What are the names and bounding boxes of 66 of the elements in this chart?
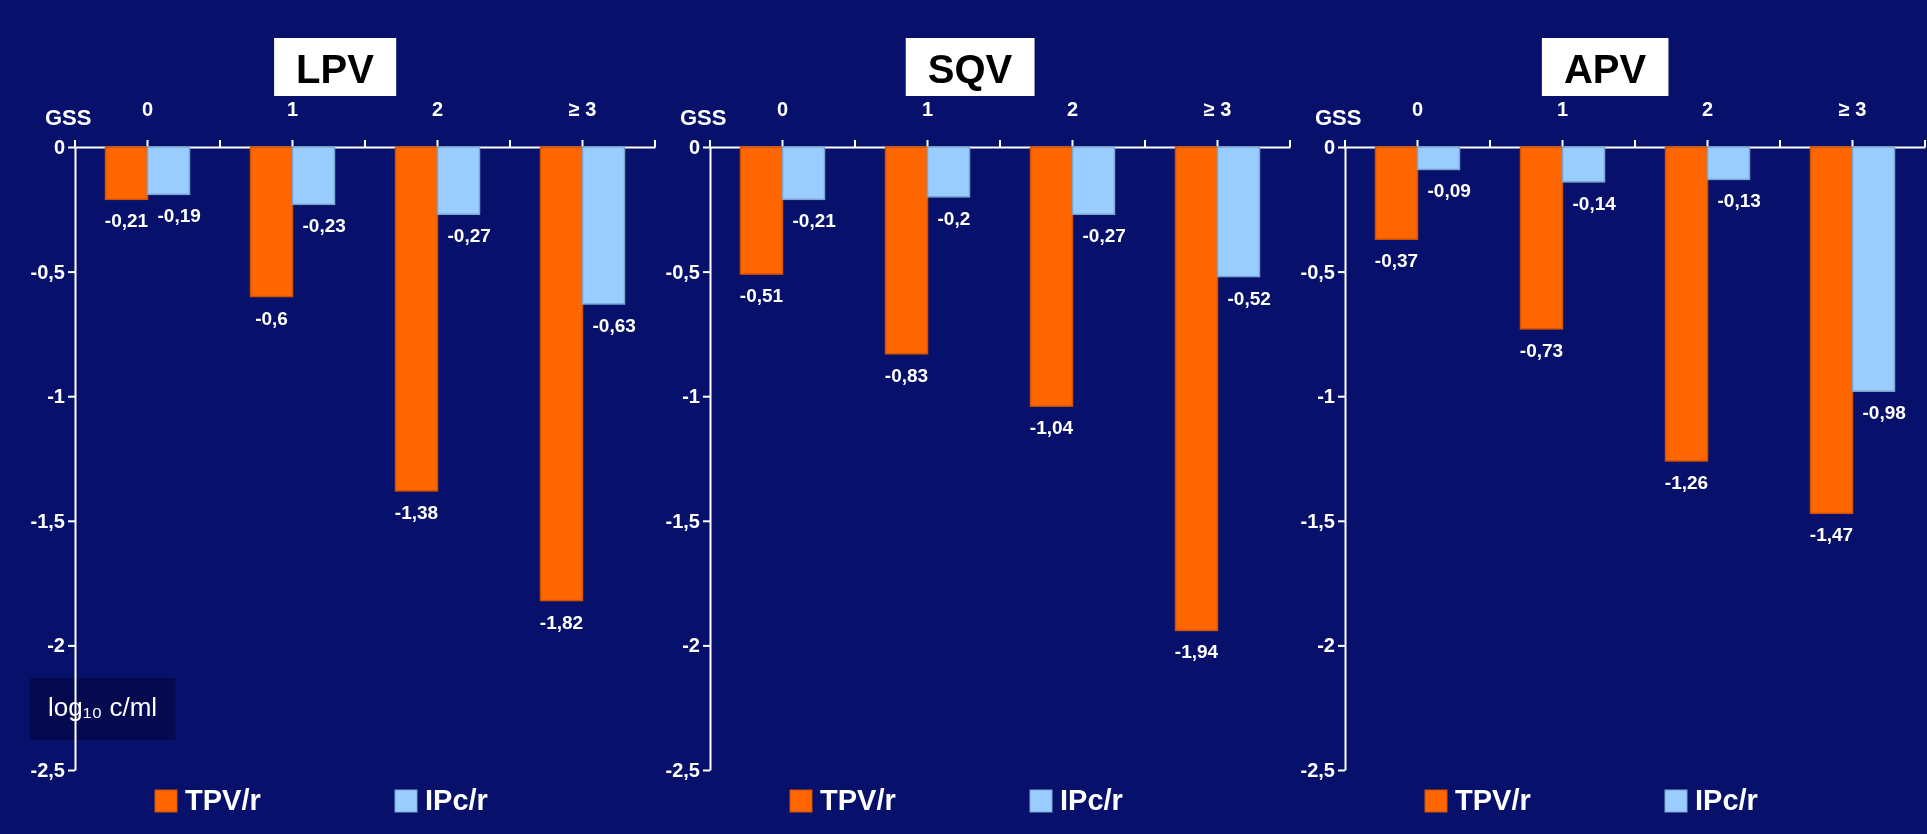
- x-tick-label: ≥ 3: [568, 98, 597, 120]
- data-label: -0,98: [1862, 402, 1906, 424]
- y-tick-label: -0,5: [665, 260, 700, 283]
- data-label: -1,38: [394, 501, 439, 523]
- x-axis-title: GSS: [1315, 105, 1362, 130]
- chart-title: LPV: [296, 47, 375, 91]
- x-tick-label: 1: [921, 98, 934, 120]
- legend-label: IPc/r: [425, 784, 488, 816]
- data-label: -0,83: [884, 364, 929, 386]
- data-label: -0,21: [792, 210, 837, 232]
- data-label: -0,27: [447, 225, 491, 247]
- data-label: -0,19: [157, 205, 201, 227]
- data-label: -0,2: [937, 207, 971, 229]
- data-label: -0,63: [592, 315, 636, 336]
- data-label: -0,73: [1519, 339, 1564, 361]
- legend-label: TPV/r: [185, 784, 261, 816]
- y-tick-label: -2: [1317, 634, 1335, 657]
- x-tick-label: 2: [431, 98, 444, 120]
- data-label: -0,09: [1427, 180, 1471, 202]
- chart-title: APV: [1563, 47, 1647, 91]
- y-tick-label: -1: [682, 385, 700, 408]
- data-label: -1,47: [1809, 524, 1854, 546]
- chart-title: SQV: [927, 47, 1013, 91]
- data-label: -1,04: [1029, 417, 1074, 439]
- x-tick-label: 1: [286, 98, 299, 120]
- x-tick-label: 0: [1411, 98, 1424, 120]
- x-tick-label: ≥ 3: [1203, 98, 1232, 120]
- y-tick-label: -1: [1317, 385, 1335, 408]
- data-label: -1,82: [539, 611, 584, 633]
- data-label: -0,37: [1374, 250, 1419, 272]
- y-tick-label: -2: [682, 634, 700, 657]
- y-tick-label: -1: [47, 385, 65, 408]
- data-label: -1,94: [1174, 641, 1219, 663]
- y-tick-label: -2: [47, 634, 65, 657]
- legend-label: TPV/r: [1455, 784, 1531, 816]
- y-tick-label: 0: [1323, 135, 1335, 158]
- legend-label: IPc/r: [1060, 784, 1123, 816]
- x-axis-title: GSS: [45, 105, 92, 130]
- y-tick-label: -0,5: [1300, 260, 1335, 283]
- data-label: -0,27: [1082, 225, 1126, 247]
- y-tick-label: -0,5: [30, 260, 65, 283]
- data-label: -0,13: [1717, 190, 1761, 212]
- data-label: -0,23: [302, 215, 346, 237]
- data-label: -1,26: [1664, 471, 1709, 493]
- x-tick-label: 0: [141, 98, 154, 120]
- y-tick-label: -2,5: [1300, 758, 1335, 781]
- x-axis-title: GSS: [680, 105, 727, 130]
- legend-label: IPc/r: [1695, 784, 1758, 816]
- x-tick-label: ≥ 3: [1838, 98, 1867, 120]
- y-tick-label: -1,5: [30, 509, 65, 532]
- x-tick-label: 1: [1556, 98, 1569, 120]
- x-tick-label: 2: [1066, 98, 1079, 120]
- legend-label: TPV/r: [820, 784, 896, 816]
- y-tick-label: -2,5: [30, 758, 65, 781]
- data-label: -0,14: [1572, 192, 1617, 214]
- data-label: -0,6: [255, 307, 288, 329]
- y-tick-label: 0: [688, 135, 700, 158]
- data-label: -0,51: [739, 285, 784, 307]
- y-tick-label: -2,5: [665, 758, 700, 781]
- x-tick-label: 0: [776, 98, 789, 120]
- data-label: -0,21: [104, 210, 149, 232]
- data-label: -0,52: [1227, 287, 1271, 309]
- y-tick-label: -1,5: [665, 509, 700, 532]
- x-tick-label: 2: [1701, 98, 1714, 120]
- y-tick-label: 0: [53, 135, 65, 158]
- y-tick-label: -1,5: [1300, 509, 1335, 532]
